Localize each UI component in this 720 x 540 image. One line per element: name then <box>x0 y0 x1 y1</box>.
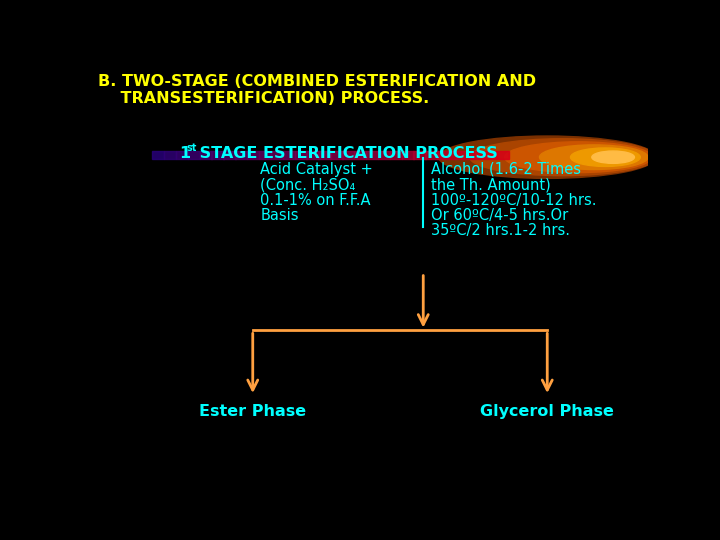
FancyBboxPatch shape <box>247 151 259 159</box>
FancyBboxPatch shape <box>437 151 449 159</box>
Text: 100º-120ºC/10-12 hrs.: 100º-120ºC/10-12 hrs. <box>431 193 596 207</box>
Text: Acid Catalyst +: Acid Catalyst + <box>261 162 373 177</box>
FancyBboxPatch shape <box>449 151 462 159</box>
FancyBboxPatch shape <box>354 151 366 159</box>
Text: B. TWO-STAGE (COMBINED ESTERIFICATION AND: B. TWO-STAGE (COMBINED ESTERIFICATION AN… <box>98 74 536 89</box>
FancyBboxPatch shape <box>223 151 235 159</box>
FancyBboxPatch shape <box>271 151 283 159</box>
Text: Or 60ºC/4-5 hrs.Or: Or 60ºC/4-5 hrs.Or <box>431 208 568 223</box>
FancyBboxPatch shape <box>390 151 402 159</box>
FancyBboxPatch shape <box>378 151 390 159</box>
Text: 0.1-1% on F.F.A: 0.1-1% on F.F.A <box>261 193 371 207</box>
Text: STAGE ESTERIFICATION PROCESS: STAGE ESTERIFICATION PROCESS <box>194 146 498 161</box>
FancyBboxPatch shape <box>426 151 438 159</box>
Text: Basis: Basis <box>261 208 299 223</box>
Text: Ester Phase: Ester Phase <box>199 403 306 418</box>
FancyBboxPatch shape <box>212 151 224 159</box>
Ellipse shape <box>505 142 652 173</box>
Ellipse shape <box>469 139 656 176</box>
FancyBboxPatch shape <box>342 151 354 159</box>
FancyBboxPatch shape <box>413 151 426 159</box>
FancyBboxPatch shape <box>259 151 271 159</box>
Ellipse shape <box>438 136 656 178</box>
Ellipse shape <box>592 151 634 164</box>
Text: 35ºC/2 hrs.1-2 hrs.: 35ºC/2 hrs.1-2 hrs. <box>431 224 570 239</box>
FancyBboxPatch shape <box>318 151 330 159</box>
Text: TRANSESTERIFICATION) PROCESS.: TRANSESTERIFICATION) PROCESS. <box>98 91 429 106</box>
FancyBboxPatch shape <box>188 151 200 159</box>
FancyBboxPatch shape <box>152 151 164 159</box>
FancyBboxPatch shape <box>283 151 295 159</box>
Text: st: st <box>187 143 197 153</box>
FancyBboxPatch shape <box>307 151 319 159</box>
Text: Alcohol (1.6-2 Times: Alcohol (1.6-2 Times <box>431 162 581 177</box>
FancyBboxPatch shape <box>473 151 485 159</box>
FancyBboxPatch shape <box>366 151 378 159</box>
FancyBboxPatch shape <box>294 151 307 159</box>
Text: Glycerol Phase: Glycerol Phase <box>480 403 614 418</box>
FancyBboxPatch shape <box>485 151 497 159</box>
Ellipse shape <box>570 148 640 166</box>
FancyBboxPatch shape <box>461 151 473 159</box>
FancyBboxPatch shape <box>235 151 248 159</box>
FancyBboxPatch shape <box>330 151 343 159</box>
FancyBboxPatch shape <box>176 151 188 159</box>
Ellipse shape <box>539 145 648 170</box>
Text: 1: 1 <box>179 146 190 161</box>
Text: the Th. Amount): the Th. Amount) <box>431 177 551 192</box>
FancyBboxPatch shape <box>199 151 212 159</box>
FancyBboxPatch shape <box>164 151 176 159</box>
Text: (Conc. H₂SO₄: (Conc. H₂SO₄ <box>261 177 356 192</box>
FancyBboxPatch shape <box>497 151 509 159</box>
FancyBboxPatch shape <box>402 151 414 159</box>
